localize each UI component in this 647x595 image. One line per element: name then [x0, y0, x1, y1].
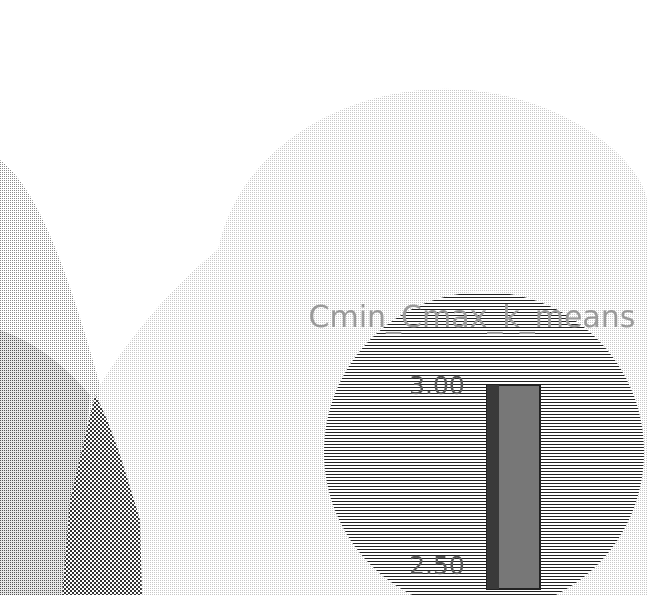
bar-shade [487, 385, 499, 589]
plot-area: 2.002.503.00 [409, 371, 541, 590]
bg-valley-slope [100, 240, 260, 595]
plot-circle [324, 292, 644, 595]
chart-title: Cmin_Cmax_k_means [309, 300, 636, 335]
bg-checker-wedge [62, 395, 142, 595]
bg-left-dark [0, 330, 90, 595]
y-tick-label: 3.00 [409, 371, 465, 400]
y-tick-label: 2.50 [409, 551, 465, 580]
